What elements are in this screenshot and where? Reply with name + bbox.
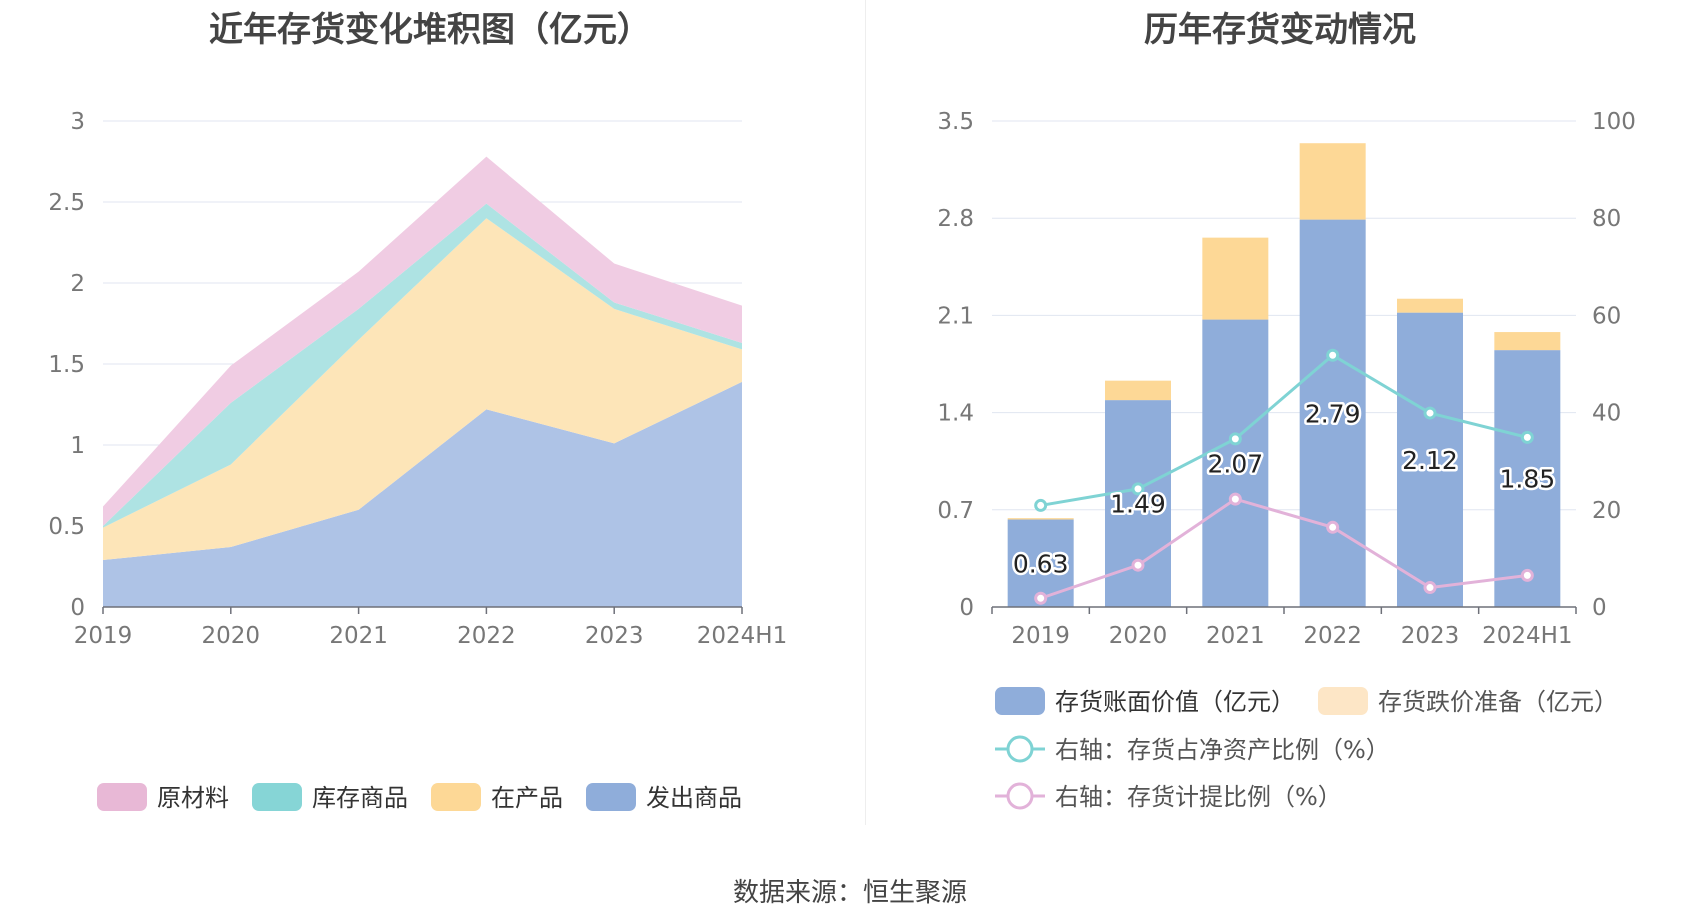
right-right-axis-tick-label: 80 bbox=[1592, 206, 1621, 232]
right-left-axis-tick-label: 2.8 bbox=[937, 206, 974, 232]
line-point-0-2023 bbox=[1423, 406, 1437, 420]
left-x-tick-label-2023: 2023 bbox=[585, 623, 644, 649]
bar-book-value-2021 bbox=[1202, 319, 1269, 607]
left-y-tick-label: 2 bbox=[70, 271, 85, 297]
data-source: 数据来源：恒生聚源 bbox=[732, 878, 967, 908]
line-point-0-2022 bbox=[1326, 348, 1340, 362]
legend-label-2: 库存商品 bbox=[312, 784, 408, 812]
right-right-axis-tick-label: 20 bbox=[1592, 498, 1621, 524]
legend-swatch-3 bbox=[97, 783, 147, 811]
line-point-0-2020 bbox=[1131, 482, 1145, 496]
legend-swatch-2 bbox=[252, 783, 302, 811]
right-chart-title: 历年存货变动情况 bbox=[1144, 10, 1416, 50]
left-x-tick-label-2019: 2019 bbox=[74, 623, 133, 649]
right-x-tick-label-2022: 2022 bbox=[1303, 623, 1362, 649]
left-y-tick-label: 2.5 bbox=[48, 190, 85, 216]
left-x-tick-label-2022: 2022 bbox=[457, 623, 516, 649]
area-2 bbox=[103, 203, 742, 528]
line-point-0-2019 bbox=[1034, 498, 1048, 512]
right-right-axis-tick-label: 40 bbox=[1592, 401, 1621, 427]
line-point-1-2022 bbox=[1326, 520, 1340, 534]
right-left-axis-tick-label: 2.1 bbox=[937, 303, 974, 329]
right-right-axis-tick-label: 60 bbox=[1592, 303, 1621, 329]
legend-swatch-1 bbox=[431, 783, 481, 811]
right-left-axis-tick-label: 1.4 bbox=[937, 401, 974, 427]
left-x-tick-label-2021: 2021 bbox=[329, 623, 388, 649]
left-chart-title: 近年存货变化堆积图（亿元） bbox=[209, 10, 651, 50]
area-0 bbox=[103, 381, 742, 607]
legend-label-impairment: 存货跌价准备（亿元） bbox=[1378, 688, 1618, 716]
right-x-tick-label-2019: 2019 bbox=[1011, 623, 1070, 649]
left-x-tick-label-2020: 2020 bbox=[202, 623, 261, 649]
line-point-1-2021 bbox=[1228, 492, 1242, 506]
line-point-1-2023 bbox=[1423, 581, 1437, 595]
area-1 bbox=[103, 218, 742, 561]
bar-impairment-2021 bbox=[1202, 237, 1269, 320]
left-y-tick-label: 3 bbox=[70, 109, 85, 135]
legend-marker-0 bbox=[1006, 735, 1034, 763]
left-y-tick-label: 1.5 bbox=[48, 352, 85, 378]
legend-label-0: 发出商品 bbox=[646, 784, 742, 812]
right-x-tick-label-2021: 2021 bbox=[1206, 623, 1265, 649]
right-left-axis-tick-label: 3.5 bbox=[937, 109, 974, 135]
right-right-axis-tick-label: 100 bbox=[1592, 109, 1636, 135]
bar-book-value-2024h1 bbox=[1494, 350, 1561, 607]
line-series-0 bbox=[1040, 353, 1528, 507]
line-point-0-2021 bbox=[1228, 432, 1242, 446]
bar-value-label-2023: 2.12 bbox=[1402, 446, 1458, 475]
bar-value-label-2020: 1.49 bbox=[1110, 490, 1166, 519]
legend-swatch-impairment bbox=[1318, 687, 1368, 715]
left-x-tick-label-2024h1: 2024H1 bbox=[697, 623, 787, 649]
legend-label-line-0: 右轴：存货占净资产比例（%） bbox=[1055, 736, 1390, 764]
legend-label-3: 原材料 bbox=[157, 784, 229, 812]
panel-divider bbox=[865, 0, 866, 825]
area-3 bbox=[103, 156, 742, 526]
legend-label-1: 在产品 bbox=[491, 784, 563, 812]
bar-impairment-2020 bbox=[1105, 380, 1171, 401]
left-y-tick-label: 0 bbox=[70, 595, 85, 621]
line-point-0-2024h1 bbox=[1520, 430, 1534, 444]
right-right-axis-tick-label: 0 bbox=[1592, 595, 1607, 621]
line-series-1 bbox=[1040, 497, 1528, 600]
right-left-axis-tick-label: 0 bbox=[959, 595, 974, 621]
bar-impairment-2019 bbox=[1007, 518, 1074, 520]
right-x-tick-label-2024h1: 2024H1 bbox=[1482, 623, 1572, 649]
bar-impairment-2024h1 bbox=[1494, 332, 1561, 351]
right-x-tick-label-2020: 2020 bbox=[1109, 623, 1168, 649]
right-x-tick-label-2023: 2023 bbox=[1401, 623, 1460, 649]
line-point-1-2024h1 bbox=[1520, 568, 1534, 582]
bar-impairment-2022 bbox=[1299, 143, 1366, 220]
bar-value-label-2021: 2.07 bbox=[1207, 449, 1263, 478]
legend-swatch-0 bbox=[586, 783, 636, 811]
legend-swatch-book-value bbox=[995, 687, 1045, 715]
line-point-1-2019 bbox=[1034, 591, 1048, 605]
legend-marker-1 bbox=[1006, 782, 1034, 810]
line-point-1-2020 bbox=[1131, 558, 1145, 572]
bar-value-label-2024h1: 1.85 bbox=[1499, 465, 1555, 494]
bar-book-value-2023 bbox=[1397, 312, 1463, 607]
bar-value-label-2019: 0.63 bbox=[1013, 549, 1069, 578]
left-y-tick-label: 0.5 bbox=[48, 514, 85, 540]
bar-impairment-2023 bbox=[1397, 298, 1463, 313]
left-y-tick-label: 1 bbox=[70, 433, 85, 459]
right-left-axis-tick-label: 0.7 bbox=[937, 498, 974, 524]
bar-value-label-2022: 2.79 bbox=[1305, 399, 1361, 428]
legend-label-book-value: 存货账面价值（亿元） bbox=[1055, 688, 1295, 716]
legend-label-line-1: 右轴：存货计提比例（%） bbox=[1055, 783, 1342, 811]
